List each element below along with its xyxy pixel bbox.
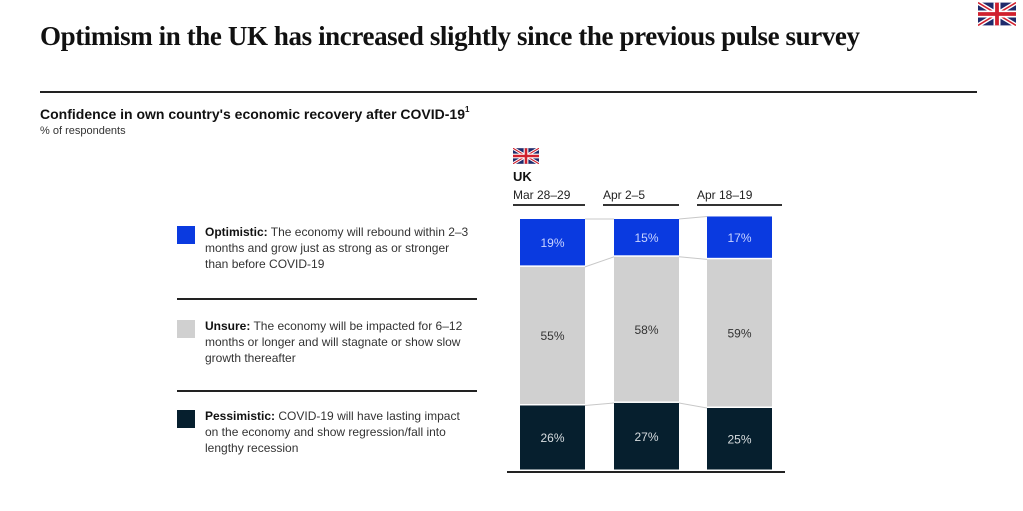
uk-flag-icon bbox=[978, 2, 1016, 26]
data-label: 59% bbox=[727, 327, 751, 341]
legend-swatch bbox=[177, 226, 195, 244]
chart-title-text: Confidence in own country's economic rec… bbox=[40, 106, 465, 122]
page-title: Optimism in the UK has increased slightl… bbox=[40, 21, 860, 51]
data-label: 55% bbox=[540, 329, 564, 343]
bar-segment-unsure bbox=[614, 256, 679, 402]
data-label: 27% bbox=[634, 430, 658, 444]
legend-swatch bbox=[177, 410, 195, 428]
bar-segment-pessimistic bbox=[707, 408, 772, 470]
data-label: 25% bbox=[727, 433, 751, 447]
legend-text: Optimistic: The economy will rebound wit… bbox=[205, 224, 475, 272]
connector-line bbox=[584, 256, 615, 268]
bar-segment-pessimistic bbox=[520, 405, 585, 470]
connector-line bbox=[678, 215, 708, 220]
legend-text: Unsure: The economy will be impacted for… bbox=[205, 318, 475, 366]
bar-segment-unsure bbox=[520, 266, 585, 404]
connector-line bbox=[678, 256, 708, 260]
title-divider bbox=[40, 91, 977, 93]
data-label: 19% bbox=[540, 236, 564, 250]
category-label: Apr 18–19 bbox=[697, 188, 782, 206]
legend-divider bbox=[177, 298, 477, 300]
connector-line bbox=[584, 402, 615, 406]
bar-segment-pessimistic bbox=[614, 402, 679, 470]
data-label: 58% bbox=[634, 323, 658, 337]
footnote-marker: 1 bbox=[465, 105, 470, 114]
data-label: 15% bbox=[634, 231, 658, 245]
uk-flag-icon bbox=[513, 148, 539, 164]
bar-segment-optimistic bbox=[707, 216, 772, 258]
category-label: Mar 28–29 bbox=[513, 188, 585, 206]
legend-key: Optimistic: bbox=[205, 225, 268, 239]
legend-swatch bbox=[177, 320, 195, 338]
unit-label: % of respondents bbox=[40, 125, 126, 137]
data-label: 26% bbox=[540, 431, 564, 445]
bar-segment-unsure bbox=[707, 259, 772, 407]
legend-description: COVID-19 will have lasting impact on the… bbox=[205, 409, 460, 455]
legend-description: The economy will rebound within 2–3 mont… bbox=[205, 225, 469, 271]
data-label: 17% bbox=[727, 231, 751, 245]
chart-title: Confidence in own country's economic rec… bbox=[40, 105, 470, 122]
category-label: Apr 2–5 bbox=[603, 188, 679, 206]
legend-description: The economy will be impacted for 6–12 mo… bbox=[205, 319, 463, 365]
bar-segment-optimistic bbox=[614, 219, 679, 256]
connector-line bbox=[678, 402, 708, 409]
legend-key: Pessimistic: bbox=[205, 409, 276, 423]
legend-divider bbox=[177, 390, 477, 392]
country-label: UK bbox=[513, 169, 532, 184]
bar-segment-optimistic bbox=[520, 219, 585, 266]
legend-text: Pessimistic: COVID-19 will have lasting … bbox=[205, 408, 475, 456]
legend-key: Unsure: bbox=[205, 319, 251, 333]
